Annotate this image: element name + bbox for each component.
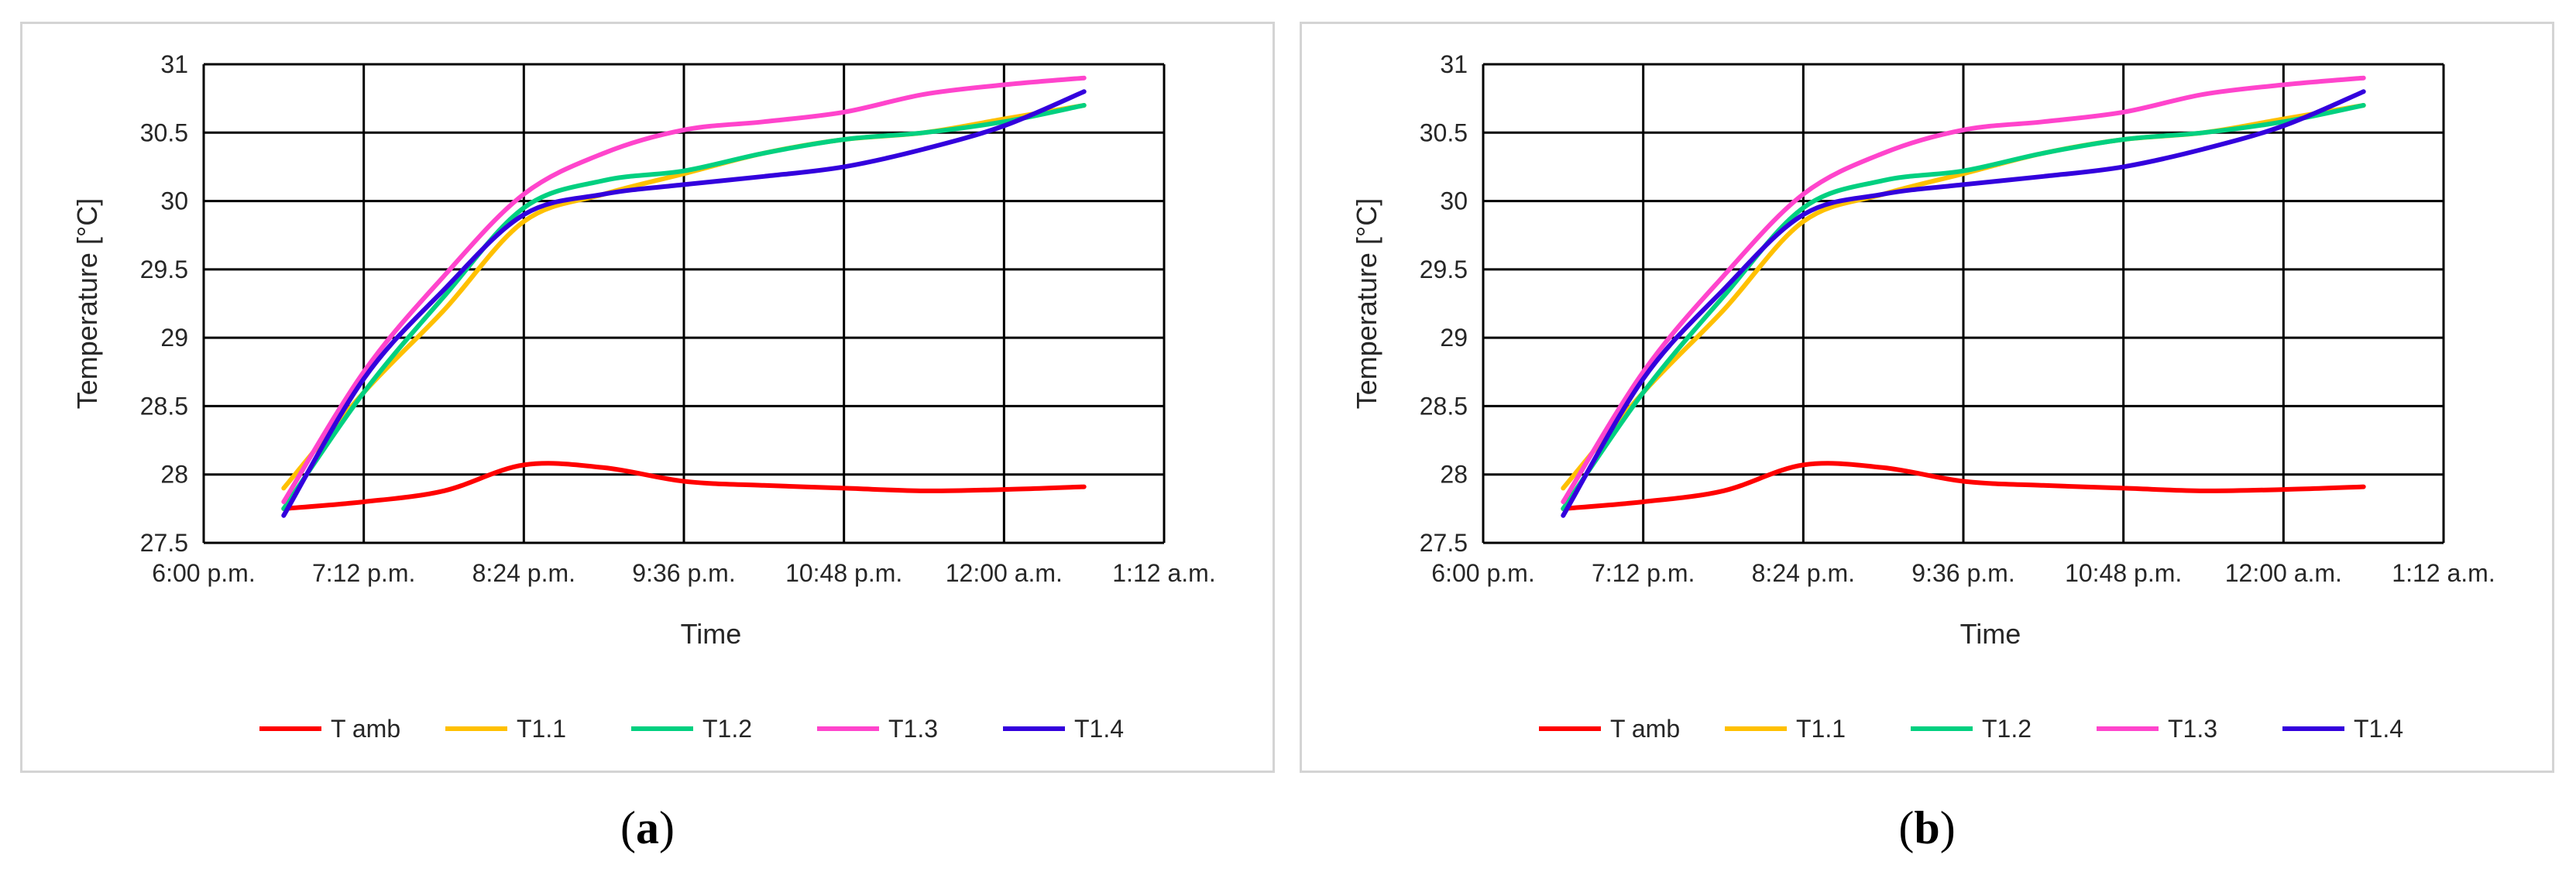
y-tick-label: 29 [1440,324,1468,352]
legend-label: T1.4 [1074,715,1124,743]
series-line-t1-3 [281,75,1087,504]
y-tick-label: 28.5 [1420,392,1468,420]
x-tick-label: 1:12 a.m. [2392,559,2495,587]
x-tick-label: 7:12 p.m. [1592,559,1695,587]
series-line-t-amb [281,461,1087,511]
legend-label: T amb [1610,715,1680,743]
legend-a: T amb T1.1 T1.2 T1.3 T1.4 [259,715,1124,743]
chart-panel-a: 27.5 28 28.5 29 29.5 30 30.5 31 6:00 p.m. 7:12 p.… [20,22,1275,773]
legend-label: T1.2 [1982,715,2032,743]
x-axis-title: Time [1960,618,2021,650]
series-line-t1-2 [281,103,1087,511]
y-tick-label: 27.5 [140,529,188,557]
x-tick-label: 9:36 p.m. [1911,559,2014,587]
legend-label: T1.2 [702,715,752,743]
caption-a: (a) [620,802,675,853]
x-tick-label: 6:00 p.m. [152,559,255,587]
y-tick-label: 30 [160,187,188,215]
y-axis-title: Temperature [°C] [1351,198,1382,410]
y-axis-title: Temperature [°C] [71,198,103,410]
y-tick-label: 28.5 [140,392,188,420]
legend-label: T1.1 [1796,715,1846,743]
x-tick-label: 8:24 p.m. [472,559,575,587]
y-tick-label: 27.5 [1420,529,1468,557]
x-tick-label: 10:48 p.m. [785,559,902,587]
grid-a [202,63,1166,544]
x-tick-label: 10:48 p.m. [2065,559,2182,587]
series-line-t1-3 [1561,75,2366,504]
legend-label: T1.1 [517,715,566,743]
x-tick-label: 7:12 p.m. [312,559,415,587]
legend-label: T1.3 [2168,715,2217,743]
grid-b [1482,63,2445,544]
y-tick-label: 29.5 [140,256,188,283]
chart-panel-b: 27.5 28 28.5 29 29.5 30 30.5 31 6:00 p.m. 7:12 p.… [1300,22,2554,773]
y-tick-label: 28 [160,461,188,489]
y-tick-label: 30 [1440,187,1468,215]
caption-b: (b) [1898,802,1956,853]
legend-label: T amb [331,715,400,743]
legend-label: T1.4 [2354,715,2403,743]
x-axis-title: Time [681,618,742,650]
x-tick-label: 9:36 p.m. [632,559,735,587]
y-tick-label: 29 [160,324,188,352]
y-tick-label: 28 [1440,461,1468,489]
series-line-t1-2 [1561,103,2366,511]
series-line-t1-4 [1561,89,2366,518]
legend-label: T1.3 [888,715,938,743]
x-tick-label: 6:00 p.m. [1431,559,1534,587]
line-chart-a: 27.5 28 28.5 29 29.5 30 30.5 31 6:00 p.m. 7:12 p.… [71,50,1216,743]
x-tick-label: 8:24 p.m. [1752,559,1855,587]
caption-letter-b: b [1914,802,1940,853]
line-chart-b: 27.5 28 28.5 29 29.5 30 30.5 31 6:00 p.m. 7:12 p.… [1351,50,2495,743]
series-line-t1-4 [281,89,1087,518]
y-tick-label: 29.5 [1420,256,1468,283]
legend-b: T amb T1.1 T1.2 T1.3 T1.4 [1539,715,2403,743]
y-tick-label: 31 [1440,50,1468,78]
x-tick-label: 12:00 a.m. [2225,559,2342,587]
series-line-t-amb [1561,461,2366,511]
y-tick-label: 30.5 [1420,118,1468,146]
y-tick-label: 31 [160,50,188,78]
x-tick-label: 12:00 a.m. [946,559,1063,587]
x-tick-label: 1:12 a.m. [1112,559,1215,587]
y-tick-label: 30.5 [140,118,188,146]
caption-letter-a: a [636,802,659,853]
